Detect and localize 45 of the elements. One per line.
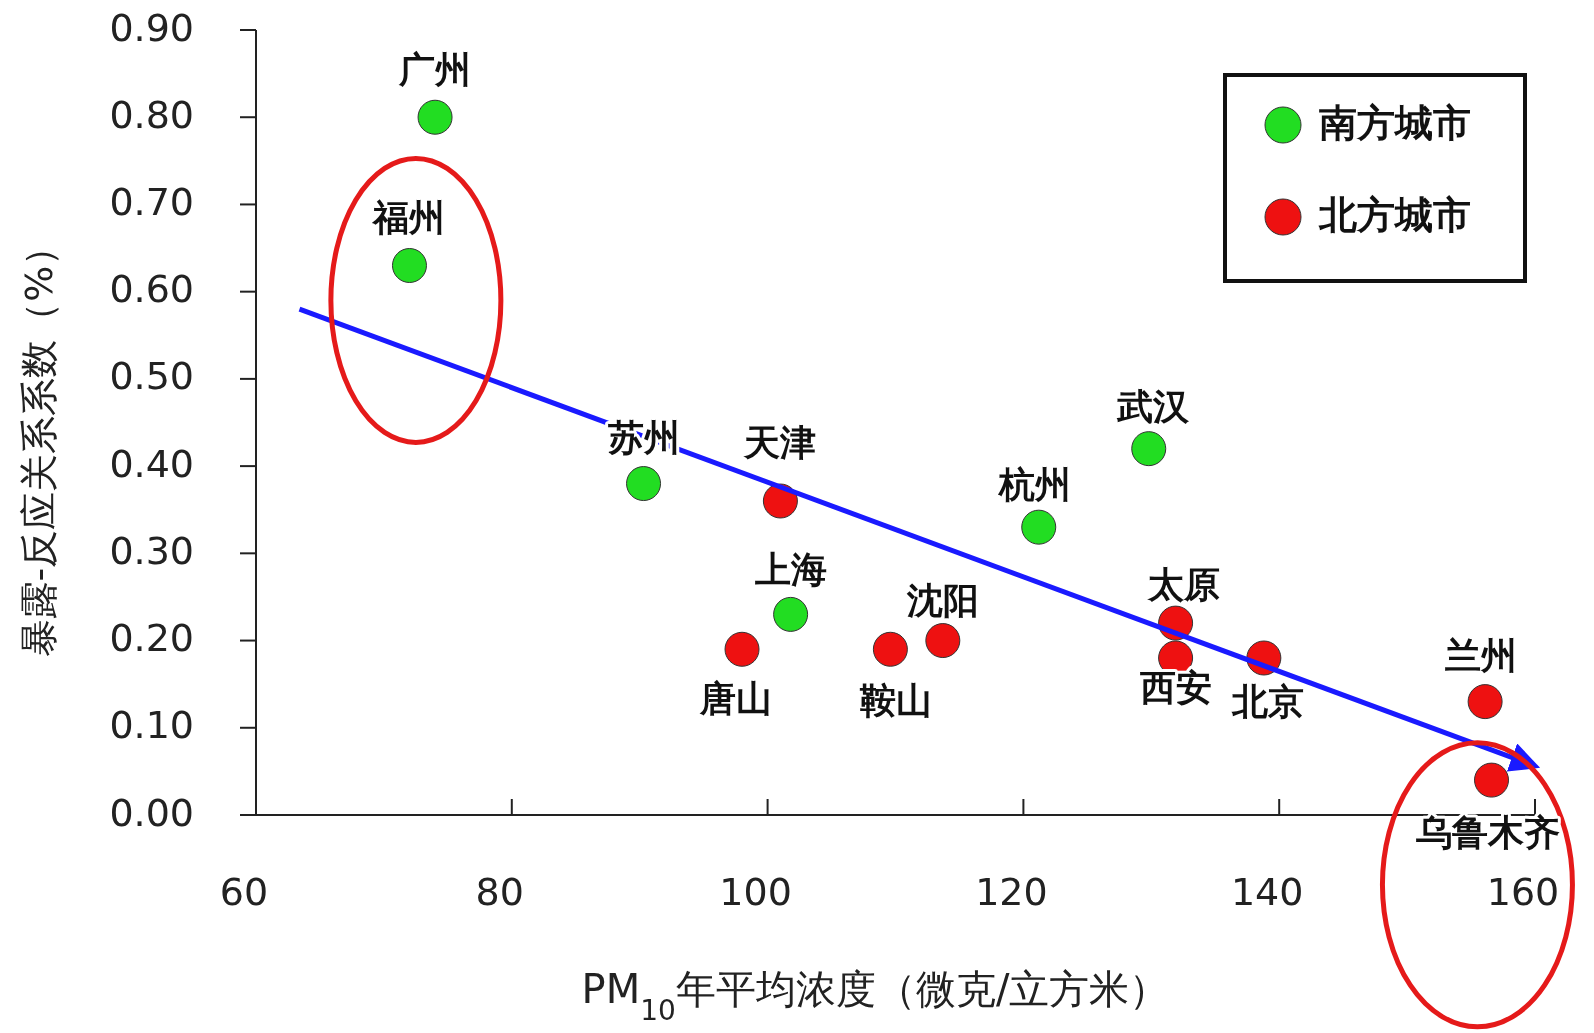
y-tick-label: 0.40 [109, 441, 194, 486]
annotation: 西安 [1138, 667, 1212, 708]
annotation: 兰州 [1445, 634, 1518, 676]
annotation: 太原 [1146, 564, 1220, 606]
x-axis-title: PM$_{10}$年平均浓度（微克/立方米） [581, 966, 1170, 1027]
y-tick-label: 0.90 [109, 5, 194, 50]
point [925, 623, 961, 659]
point [773, 596, 809, 632]
annotation: 唐山 [699, 678, 773, 720]
x-tick-label: 160 [1486, 870, 1560, 914]
point [1021, 509, 1057, 545]
point [626, 466, 662, 502]
point [391, 248, 427, 283]
x-tick-label: 100 [719, 870, 792, 914]
x-tick-label: 80 [475, 870, 524, 914]
annotation: 杭州 [996, 464, 1071, 506]
annotation: 鞍山 [859, 680, 933, 722]
point [724, 631, 760, 667]
x-tick-label: 140 [1230, 870, 1304, 914]
y-tick-label: 0.30 [109, 528, 194, 573]
annotation: 广州 [398, 49, 472, 91]
y-tick-label: 0.00 [109, 790, 194, 835]
annotation: 福州 [371, 196, 446, 238]
y-tick-label: 0.50 [109, 354, 194, 399]
point [1467, 684, 1503, 720]
point [1474, 762, 1510, 798]
y-tick-label: 0.20 [109, 616, 194, 661]
point [872, 631, 908, 667]
y-tick-label: 0.80 [109, 92, 194, 137]
annotation: 武汉 [1115, 385, 1190, 427]
y-tick-label: 0.10 [109, 703, 194, 748]
y-axis-title: 暴露-反应关系系数（%） [17, 227, 61, 658]
annotation: 上海 [754, 549, 827, 591]
annotation: 乌鲁木齐 [1415, 812, 1560, 854]
legend-label: 北方城市 [1318, 192, 1471, 237]
point [417, 99, 453, 135]
y-tick-label: 0.70 [109, 179, 194, 224]
annotation: 沈阳 [905, 579, 979, 621]
x-tick-label: 60 [219, 870, 269, 914]
x-tick-label: 120 [975, 870, 1048, 914]
point [1131, 431, 1167, 467]
y-tick-label: 0.60 [109, 267, 194, 312]
annotation: 北京 [1230, 681, 1304, 722]
legend-label: 南方城市 [1319, 100, 1471, 145]
annotation: 天津 [743, 422, 817, 463]
